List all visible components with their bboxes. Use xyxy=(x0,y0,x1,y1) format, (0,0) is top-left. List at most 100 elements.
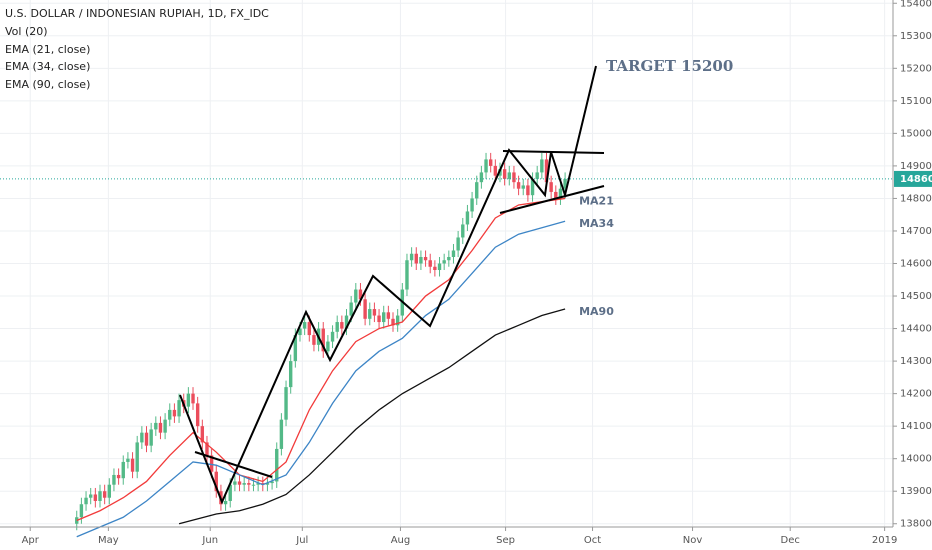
candle-body xyxy=(512,172,516,183)
candle-body xyxy=(344,315,349,329)
candle-body xyxy=(163,419,167,433)
support-line xyxy=(499,185,605,214)
candle-body xyxy=(461,224,465,238)
candle-body xyxy=(526,185,530,196)
candle-body xyxy=(302,322,307,329)
drawings xyxy=(179,65,605,505)
candle-body xyxy=(335,322,339,332)
candle-body xyxy=(382,312,386,323)
candle-body xyxy=(330,331,335,342)
x-tick-label: Dec xyxy=(781,535,800,546)
candle-body xyxy=(265,483,270,485)
candle-body xyxy=(191,393,195,404)
candle-body xyxy=(79,504,84,518)
last-price-box xyxy=(894,170,932,187)
candle-body xyxy=(470,198,474,212)
y-tick-label: 14800 xyxy=(900,193,932,204)
candle-body xyxy=(363,299,367,319)
candle-body xyxy=(437,263,442,271)
candle-body xyxy=(442,260,446,264)
candle-body xyxy=(233,481,237,485)
candle-body xyxy=(256,483,260,485)
y-tick-label: 14500 xyxy=(900,291,932,302)
y-tick-label: 14700 xyxy=(900,226,932,237)
candle-body xyxy=(168,409,172,420)
candle-body xyxy=(456,237,460,251)
line-label: MA90 xyxy=(579,305,614,318)
ema-line xyxy=(178,308,566,525)
candle-body xyxy=(447,256,451,261)
x-tick-label: Jul xyxy=(295,535,308,546)
indicator-label: EMA (21, close) xyxy=(5,43,90,56)
candle-body xyxy=(88,494,93,498)
candle-body xyxy=(261,483,265,485)
candle-body xyxy=(247,483,251,485)
candle-body xyxy=(307,322,311,336)
candle-body xyxy=(391,318,395,326)
candle-body xyxy=(377,315,381,323)
candle-body xyxy=(507,172,511,179)
candle-body xyxy=(223,500,228,505)
candle-body xyxy=(433,266,437,271)
candle-body xyxy=(172,409,177,417)
candle-body xyxy=(116,474,121,479)
indicator-label: EMA (34, close) xyxy=(5,60,90,73)
y-tick-label: 14300 xyxy=(900,356,932,367)
y-tick-label: 14200 xyxy=(900,389,932,400)
candle-body xyxy=(126,458,130,462)
candle-body xyxy=(354,289,358,303)
candle-body xyxy=(279,419,284,449)
candle-body xyxy=(298,328,302,336)
x-tick-label: Nov xyxy=(683,535,703,546)
candle-body xyxy=(475,182,479,199)
y-tick-label: 13800 xyxy=(900,519,932,530)
candle-body xyxy=(275,448,279,482)
candle-body xyxy=(549,182,553,192)
candle-body xyxy=(209,455,214,472)
x-tick-label: May xyxy=(98,535,119,546)
candle-body xyxy=(214,471,218,492)
candle-body xyxy=(130,458,135,472)
y-tick-label: 13900 xyxy=(900,486,932,497)
grid xyxy=(0,0,893,527)
candle-body xyxy=(386,312,391,319)
candle-body xyxy=(554,191,558,199)
candle-body xyxy=(200,426,205,443)
candle-body xyxy=(451,250,456,257)
y-tick-label: 15300 xyxy=(900,31,932,42)
candle-body xyxy=(98,491,102,501)
y-tick-label: 15400 xyxy=(900,0,932,9)
pattern-line xyxy=(194,451,273,478)
candle-body xyxy=(484,159,488,173)
candle-body xyxy=(326,341,330,352)
candle-body xyxy=(530,178,535,196)
indicator-label: Vol (20) xyxy=(5,25,48,38)
candle-body xyxy=(186,393,191,407)
candle-body xyxy=(144,432,149,446)
candle-body xyxy=(502,169,507,179)
annotation: TARGET 15200 xyxy=(606,57,733,75)
x-tick-label: Jun xyxy=(201,535,218,546)
line-label: MA34 xyxy=(579,217,614,230)
indicator-label: EMA (90, close) xyxy=(5,78,90,91)
candle-body xyxy=(312,335,316,345)
candle-body xyxy=(177,400,181,417)
candle-body xyxy=(237,481,242,485)
candle-body xyxy=(516,182,521,189)
y-tick-label: 15100 xyxy=(900,96,932,107)
y-tick-label: 14100 xyxy=(900,421,932,432)
x-tick-label: Sep xyxy=(496,535,515,546)
candle-body xyxy=(563,178,567,189)
candle-body xyxy=(409,253,414,261)
candle-body xyxy=(395,315,400,326)
candle-body xyxy=(270,481,274,484)
y-tick-label: 14000 xyxy=(900,454,932,465)
candle-body xyxy=(228,484,232,501)
candle-body xyxy=(121,461,125,479)
candle-body xyxy=(107,484,111,498)
x-tick-label: Apr xyxy=(22,535,40,546)
candle-body xyxy=(84,497,88,505)
candle-body xyxy=(321,328,325,352)
